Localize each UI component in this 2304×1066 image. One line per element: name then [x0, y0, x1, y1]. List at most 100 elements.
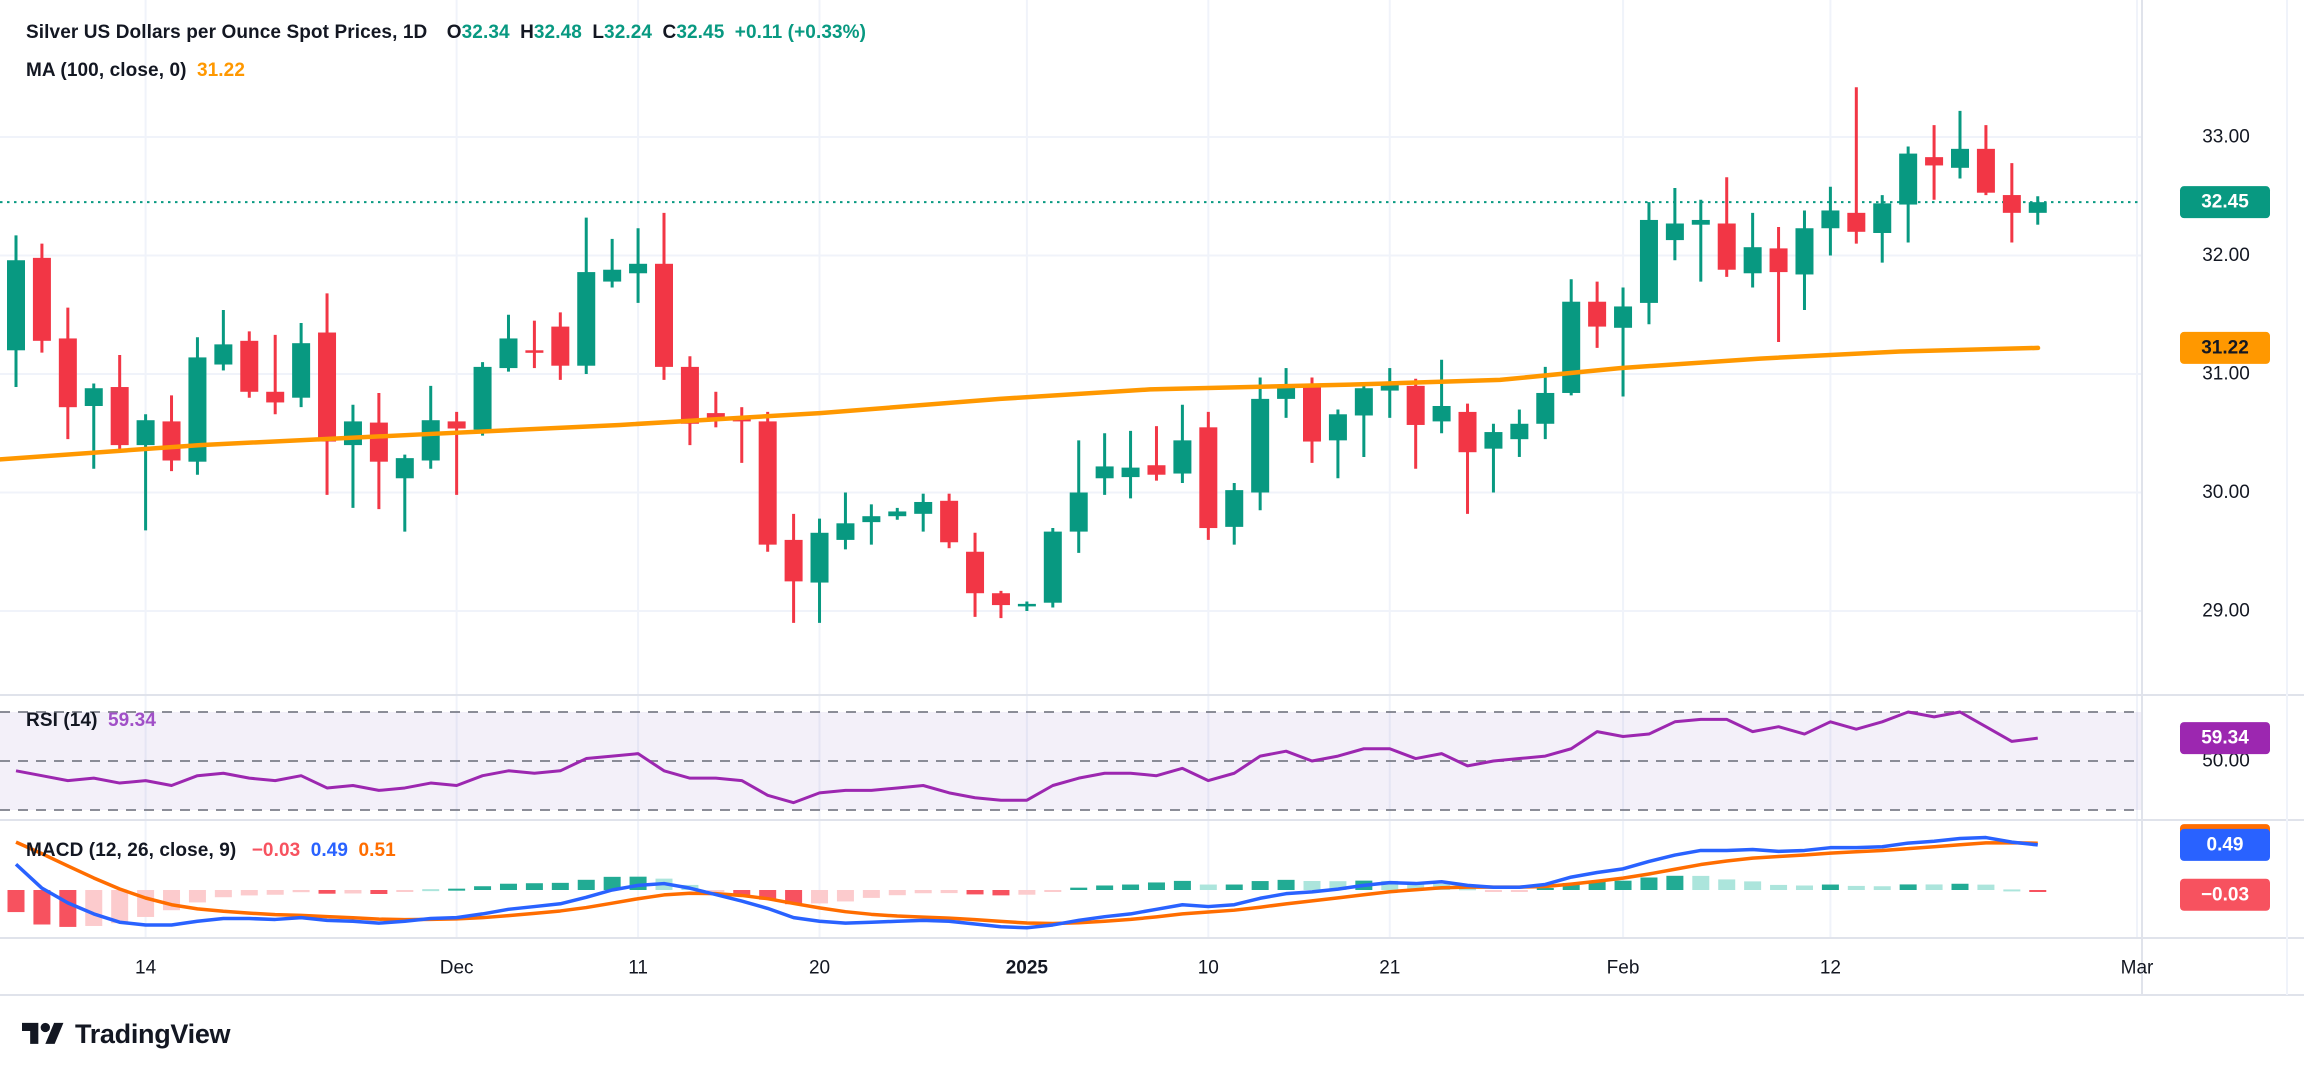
candle-body: [1899, 153, 1918, 205]
candle-body: [447, 421, 466, 429]
candle-body: [2028, 202, 2047, 213]
macd-signal-line: [15, 840, 2038, 926]
candle-body: [680, 366, 699, 424]
macd-hist-bar: [111, 890, 129, 924]
svg-text:31.00: 31.00: [2202, 364, 2250, 385]
macd-signal-value: 0.51: [358, 840, 396, 861]
low-value: 32.24: [604, 22, 653, 43]
candle-body: [421, 420, 440, 461]
macd-hist-bar: [266, 890, 284, 895]
candle-body: [1147, 465, 1166, 475]
candle-body: [136, 420, 155, 446]
macd-hist-bar: [448, 888, 466, 891]
candle-body: [292, 343, 311, 398]
macd-hist-bar: [1847, 885, 1865, 890]
macd-hist-bar: [1640, 877, 1658, 890]
open-value: 32.34: [461, 22, 510, 43]
macd-hist-bar: [914, 890, 932, 894]
candle-body: [1043, 531, 1062, 603]
time-label-10: 10: [1198, 958, 1219, 979]
macd-hist-bar: [992, 890, 1010, 896]
macd-legend[interactable]: MACD (12, 26, close, 9) −0.03 0.49 0.51: [26, 840, 396, 862]
candle-body: [1665, 223, 1684, 241]
macd-hist-bar: [966, 890, 984, 895]
macd-hist-bar: [292, 890, 310, 893]
candle-body: [1095, 466, 1114, 479]
ma-legend[interactable]: MA (100, close, 0) 31.22: [26, 60, 245, 82]
time-label-Mar: Mar: [2121, 958, 2154, 979]
price-scale[interactable]: 33.00 32.00 31.00 30.00 29.00 32.45 31.22 50.00…: [2180, 127, 2270, 911]
candle-body: [162, 421, 181, 461]
macd-hist-bar: [1018, 890, 1036, 895]
candle-body: [214, 344, 233, 365]
macd-hist-bar: [1821, 884, 1839, 890]
macd-hist-bar: [214, 890, 232, 898]
candle-body: [2002, 195, 2021, 213]
candle-body: [1406, 385, 1425, 425]
candle-body: [1951, 148, 1969, 168]
candle-body: [1199, 427, 1218, 529]
candle-body: [1847, 212, 1866, 232]
rsi-line: [15, 710, 2038, 805]
macd-hist-bar: [1510, 890, 1528, 892]
macd-hist-bar: [1614, 880, 1632, 890]
svg-text:32.45: 32.45: [2201, 192, 2249, 213]
macd-line: [14, 835, 2038, 930]
macd-hist-bar: [1459, 888, 1477, 891]
tradingview-logo-text: TradingView: [75, 1019, 231, 1049]
macd-hist-bar: [59, 890, 77, 927]
close-value: 32.45: [676, 22, 725, 43]
candle-body: [84, 388, 103, 406]
candle-body: [1484, 432, 1503, 449]
ma-value-badge: [2180, 331, 2270, 364]
candle-body: [318, 332, 337, 442]
tradingview-logo-icon: [22, 1022, 64, 1044]
macd-hist-value: −0.03: [251, 840, 301, 861]
time-axis[interactable]: 14 Dec 11 20 2025 10 21 Feb 12 Mar: [135, 958, 2154, 979]
candle-body: [1277, 387, 1296, 399]
symbol-title: Silver US Dollars per Ounce Spot Prices,…: [26, 22, 428, 43]
macd-hist-bar: [2029, 890, 2047, 892]
high-label: H: [520, 22, 534, 43]
candle-body: [240, 340, 259, 392]
candle-body: [1536, 392, 1555, 424]
macd-hist-bar: [137, 890, 155, 917]
macd-hist-bar: [1666, 875, 1684, 890]
macd-hist-bar: [1562, 882, 1580, 890]
candle-body: [525, 350, 544, 353]
macd-hist-bar: [1718, 879, 1736, 890]
candle-body: [1173, 440, 1192, 474]
candle-body: [1614, 306, 1633, 328]
candle-body: [343, 421, 362, 446]
rsi-label: RSI (14): [26, 710, 98, 731]
macd-hist-bar: [344, 890, 362, 894]
macd-hist-bar: [370, 890, 388, 894]
macd-hist-bar: [707, 890, 725, 892]
macd-hist-bar: [525, 883, 543, 890]
time-label-2025: 2025: [1006, 958, 1049, 979]
candle-body: [473, 366, 492, 430]
candles-layer[interactable]: [7, 87, 2047, 623]
high-value: 32.48: [533, 22, 582, 43]
macd-hist-bar: [1329, 881, 1347, 890]
candle-body: [1588, 301, 1607, 327]
time-label-21: 21: [1379, 958, 1400, 979]
macd-hist-bar: [1225, 884, 1243, 890]
candle-body: [1328, 414, 1347, 441]
time-label-11: 11: [628, 958, 648, 979]
candle-body: [32, 257, 51, 341]
ma100-line: [0, 345, 2041, 462]
macd-hist-bar: [577, 879, 595, 890]
candle-body: [1432, 405, 1451, 422]
candle-body: [914, 501, 933, 514]
symbol-legend[interactable]: Silver US Dollars per Ounce Spot Prices,…: [26, 22, 866, 44]
candle-body: [655, 263, 673, 367]
rsi-legend[interactable]: RSI (14) 59.34: [26, 710, 156, 732]
candle-body: [1380, 384, 1399, 391]
candle-body: [110, 387, 129, 446]
macd-hist-bar: [836, 890, 854, 902]
tradingview-logo[interactable]: TradingView: [22, 1018, 231, 1051]
macd-hist-bar: [733, 890, 751, 896]
